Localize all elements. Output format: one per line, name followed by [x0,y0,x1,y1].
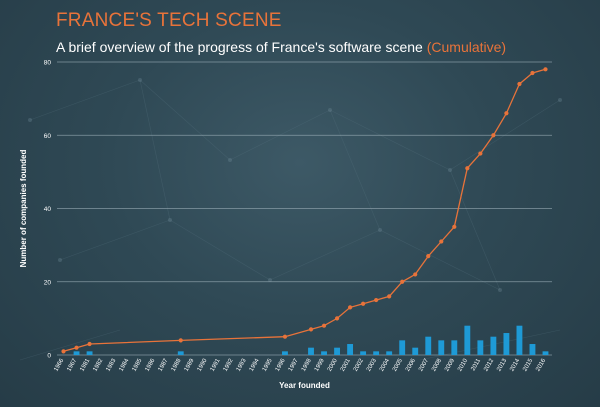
line-point [400,280,404,284]
x-tick-label: 2005 [392,357,404,372]
y-tick-label: 80 [44,60,52,67]
x-tick-label: 2000 [327,357,339,372]
x-tick-label: 1984 [119,357,131,372]
x-tick-label: 1987 [158,357,170,372]
bar [334,348,340,355]
x-tick-label: 1966 [53,357,65,372]
bar [477,340,483,355]
x-tick-label: 2001 [340,357,352,372]
x-tick-label: 2016 [535,357,547,372]
x-tick-label: 2008 [431,357,443,372]
line-point [322,324,326,328]
line-point [491,133,495,137]
line-point [335,316,339,320]
x-axis-title: Year founded [279,381,330,390]
x-tick-label: 1983 [105,357,117,372]
bar [321,351,327,355]
x-tick-label: 2007 [418,357,430,372]
x-tick-label: 2002 [353,357,365,372]
bar [87,351,93,355]
line-point [87,342,91,346]
bar [347,344,353,355]
x-tick-label: 1967 [66,357,78,372]
bar [530,344,536,355]
x-tick-label: 1992 [223,357,235,372]
bar [438,340,444,355]
line-point [465,166,469,170]
x-tick-label: 1993 [236,357,248,372]
bar [386,351,392,355]
x-tick-label: 1994 [249,357,261,372]
line-point [348,305,352,309]
line-point [517,82,521,86]
line-point [478,151,482,155]
line-point [426,254,430,258]
bar [282,351,288,355]
x-tick-label: 1997 [288,357,300,372]
line-point [309,327,313,331]
bar [425,337,431,355]
x-tick-label: 2015 [522,357,534,372]
line-point [387,294,391,298]
y-axis-title: Number of companies founded [19,150,28,268]
x-tick-label: 2004 [379,357,391,372]
bar [360,351,366,355]
x-tick-label: 1982 [92,357,104,372]
x-tick-label: 1990 [197,357,209,372]
line-point [530,71,534,75]
x-tick-label: 2009 [444,357,456,372]
cumulative-line [64,69,546,351]
x-tick-label: 1991 [210,357,222,372]
x-tick-label: 2003 [366,357,378,372]
line-point [504,111,508,115]
line-point [452,225,456,229]
bar [517,326,523,355]
x-tick-label: 1996 [275,357,287,372]
x-tick-label: 1989 [184,357,196,372]
bar [543,351,549,355]
x-tick-label: 1988 [171,357,183,372]
y-tick-label: 20 [44,279,52,286]
x-tick-label: 2014 [509,357,521,372]
line-point [543,67,547,71]
x-tick-label: 1998 [301,357,313,372]
bar [412,348,418,355]
x-tick-label: 1986 [145,357,157,372]
bar [373,351,379,355]
x-tick-label: 2011 [470,357,482,372]
y-tick-label: 40 [44,206,52,213]
x-tick-label: 1995 [262,357,274,372]
line-point [74,346,78,350]
line-point [361,302,365,306]
x-tick-label: 1985 [132,357,144,372]
bar [503,333,509,355]
bar [178,351,184,355]
bar [74,351,80,355]
line-point [61,349,65,353]
x-tick-label: 1981 [79,357,91,372]
line-point [413,272,417,276]
line-point [179,338,183,342]
bar [451,340,457,355]
x-tick-label: 2012 [483,357,495,372]
bar [399,340,405,355]
y-tick-label: 60 [44,133,52,140]
x-tick-label: 2010 [457,357,469,372]
y-tick-label: 0 [47,353,51,360]
x-tick-label: 1999 [314,357,326,372]
x-tick-label: 2006 [405,357,417,372]
line-point [283,335,287,339]
bar [464,326,470,355]
bar [490,337,496,355]
line-point [374,298,378,302]
x-tick-label: 2013 [496,357,508,372]
bar [308,348,314,355]
line-point [439,239,443,243]
